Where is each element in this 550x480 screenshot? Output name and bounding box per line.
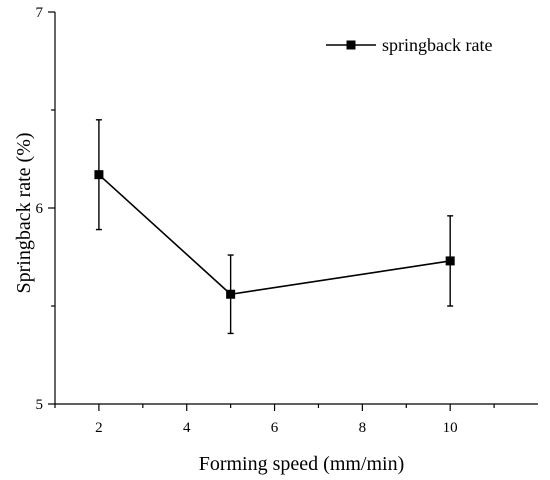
y-axis-label: Springback rate (%) [13, 132, 35, 293]
data-point-marker [94, 170, 104, 180]
series-line-springback-rate [98, 174, 451, 296]
data-point-marker [226, 289, 236, 299]
y-tick-label: 5 [36, 397, 44, 413]
x-tick-label: 2 [95, 420, 103, 436]
x-axis-label: Forming speed (mm/min) [199, 453, 405, 475]
axes [54, 12, 538, 405]
x-tick-label: 8 [359, 420, 367, 436]
data-point-marker [445, 256, 455, 266]
x-tick-label: 6 [271, 420, 279, 436]
y-tick-label: 6 [36, 201, 44, 217]
y-ticks: 5 6 7 [36, 5, 55, 413]
plot-area [94, 119, 455, 335]
y-tick-label: 7 [36, 5, 44, 21]
legend: springback rate [326, 35, 492, 55]
x-tick-label: 10 [443, 420, 458, 436]
x-ticks: 2 4 6 8 10 [54, 404, 495, 436]
legend-marker [346, 40, 356, 50]
x-tick-label: 4 [183, 420, 191, 436]
legend-label-springback-rate: springback rate [382, 35, 492, 55]
